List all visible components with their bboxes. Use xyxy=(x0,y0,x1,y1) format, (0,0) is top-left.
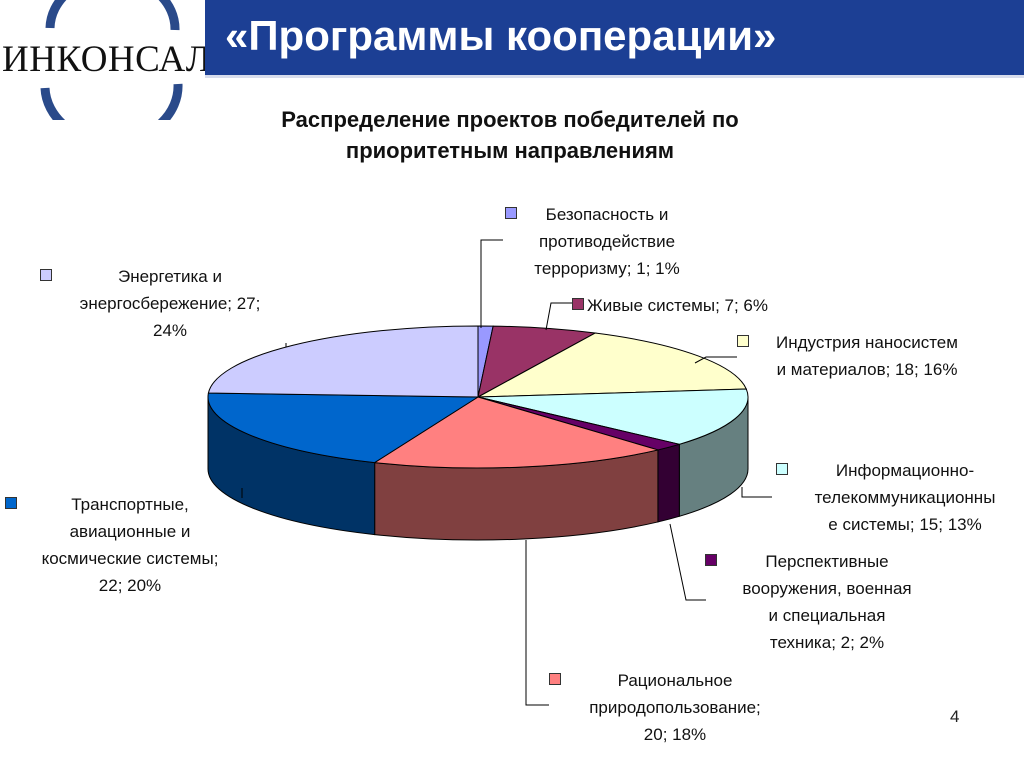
pie-slice-3 xyxy=(477,388,749,445)
swatch-transport xyxy=(5,497,17,509)
title-divider xyxy=(205,75,1024,78)
pie-sides xyxy=(207,396,749,541)
leader-line-4 xyxy=(669,523,706,601)
swatch-weapons xyxy=(705,554,717,566)
page-number: 4 xyxy=(950,707,960,726)
leader-line-2 xyxy=(694,356,737,364)
swatch-living-systems xyxy=(572,298,584,310)
logo-ring-icon xyxy=(40,0,183,120)
leader-line-0 xyxy=(480,239,503,328)
pie-slice-2 xyxy=(477,332,748,398)
swatch-energy xyxy=(40,269,52,281)
chart-title-line-1: Распределение проектов победителей по xyxy=(281,107,739,132)
slice-label-living-systems: Живые системы; 7; 6% xyxy=(587,296,768,315)
slice-label-environment: Рациональное природопользование; 20; 18% xyxy=(589,671,761,744)
leader-line-1 xyxy=(545,302,572,331)
slice-label-nanosystems: Индустрия наносистем и материалов; 18; 1… xyxy=(776,333,958,379)
chart-title: Распределение проектов победителей по пр… xyxy=(200,104,820,166)
swatch-nanosystems xyxy=(737,335,749,347)
pie-slice-5 xyxy=(373,396,660,469)
slice-label-energy: Энергетика и энергосбережение; 27; 24% xyxy=(79,267,261,340)
leader-line-3 xyxy=(741,487,772,498)
swatch-ict xyxy=(776,463,788,475)
leader-line-5 xyxy=(525,540,549,706)
swatch-environment xyxy=(549,673,561,685)
pie-slice-side-4 xyxy=(657,443,680,523)
swatch-security xyxy=(505,207,517,219)
pie-slice-6 xyxy=(207,392,480,464)
pie-leaders xyxy=(241,239,772,706)
slice-label-weapons: Перспективные вооружения, военная и спец… xyxy=(742,552,912,652)
slide-title: «Программы кооперации» xyxy=(225,12,777,59)
slice-label-ict: Информационно- телекоммуникационны е сис… xyxy=(814,461,996,534)
slice-label-transport: Транспортные, авиационные и космические … xyxy=(41,495,219,595)
pie-top xyxy=(207,325,749,469)
slice-label-security: Безопасность и противодействие терроризм… xyxy=(534,205,680,278)
title-bar: «Программы кооперации» xyxy=(205,0,1024,75)
pie-slice-7 xyxy=(207,325,479,398)
chart-title-line-2: приоритетным направлениям xyxy=(345,138,675,163)
